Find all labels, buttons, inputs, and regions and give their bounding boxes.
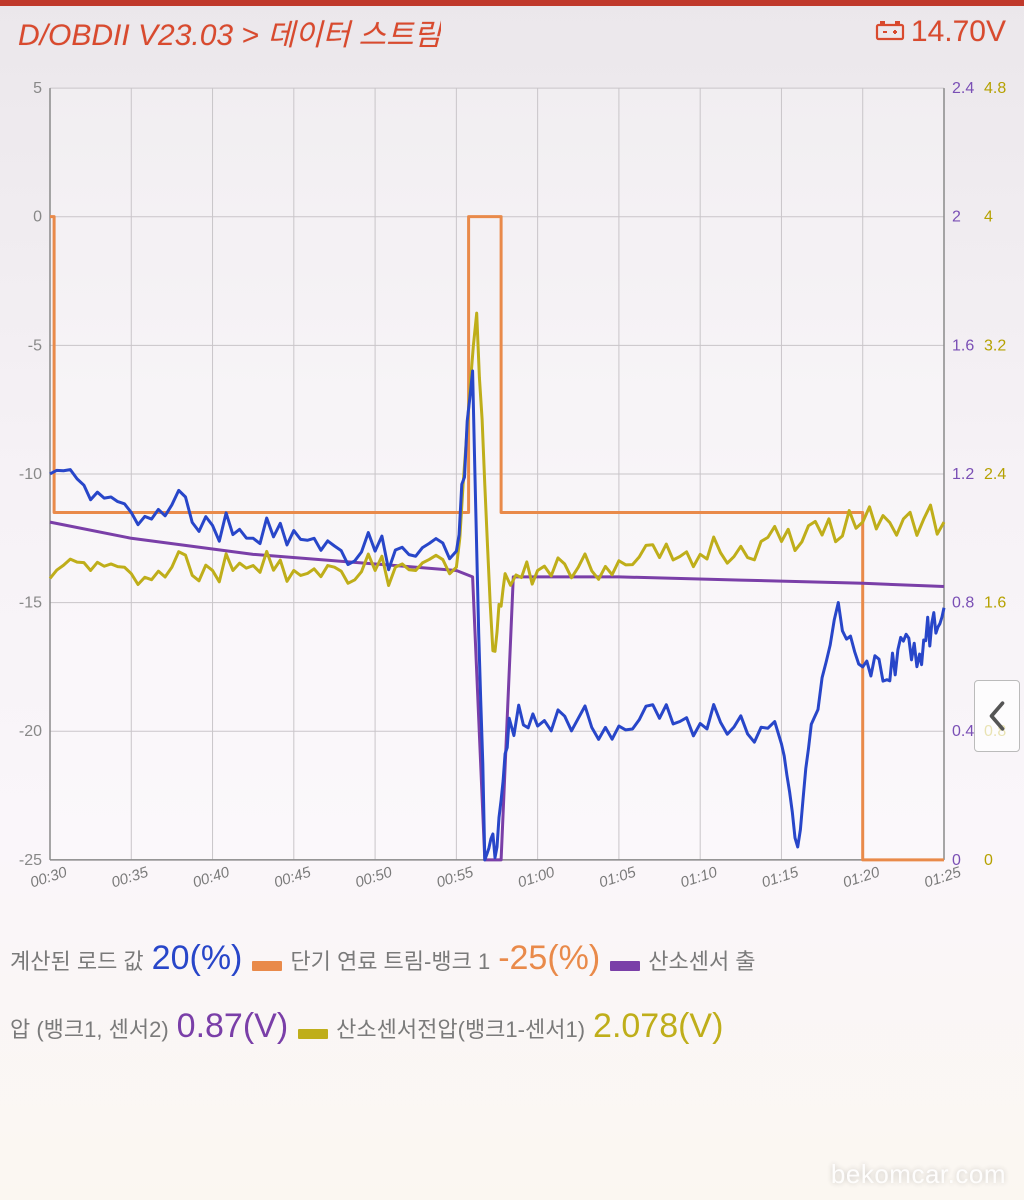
- svg-text:4.8: 4.8: [984, 80, 1006, 97]
- watermark: bekomcar.com: [831, 1159, 1006, 1190]
- svg-text:5: 5: [33, 80, 42, 97]
- legend-item: 산소센서 출: [610, 940, 755, 984]
- svg-text:-10: -10: [19, 466, 42, 483]
- svg-text:4: 4: [984, 209, 993, 226]
- legend-item: 산소센서전압(뱅크1-센서1) 2.078(V): [298, 992, 723, 1060]
- header-bar: D/OBDII V23.03 > 데이터 스트림 14.70V: [0, 8, 1024, 56]
- svg-text:00:35: 00:35: [109, 863, 151, 891]
- battery-indicator: 14.70V: [875, 15, 1006, 49]
- legend-item: 압 (뱅크1, 센서2) 0.87(V): [10, 992, 288, 1060]
- back-button[interactable]: [974, 680, 1020, 752]
- legend-row-2: 압 (뱅크1, 센서2) 0.87(V)산소센서전압(뱅크1-센서1) 2.07…: [10, 992, 1014, 1060]
- legend-swatch: [610, 961, 640, 971]
- top-border: [0, 0, 1024, 6]
- svg-text:00:40: 00:40: [191, 863, 233, 891]
- legend-label: 단기 연료 트림-뱅크 1: [290, 940, 490, 984]
- svg-text:01:00: 01:00: [516, 863, 558, 891]
- legend-row-1: 계산된 로드 값 20(%)단기 연료 트림-뱅크 1 -25(%)산소센서 출: [10, 924, 1014, 992]
- svg-text:01:20: 01:20: [841, 863, 883, 891]
- battery-voltage: 14.70V: [911, 15, 1006, 49]
- legend-label: 압 (뱅크1, 센서2): [10, 1008, 169, 1052]
- svg-text:2.4: 2.4: [952, 80, 974, 97]
- legend-value: 20(%): [152, 924, 243, 992]
- legend-value: -25(%): [498, 924, 600, 992]
- svg-text:00:45: 00:45: [272, 863, 314, 891]
- svg-text:0.4: 0.4: [952, 723, 974, 740]
- legend-item: 계산된 로드 값 20(%): [10, 924, 242, 992]
- svg-text:01:15: 01:15: [760, 863, 802, 891]
- svg-text:-5: -5: [28, 337, 42, 354]
- legend-item: 단기 연료 트림-뱅크 1 -25(%): [252, 924, 600, 992]
- battery-icon: [875, 15, 905, 49]
- svg-text:0: 0: [984, 852, 993, 869]
- svg-text:1.2: 1.2: [952, 466, 974, 483]
- svg-text:1.6: 1.6: [952, 337, 974, 354]
- svg-text:0.8: 0.8: [952, 595, 974, 612]
- svg-text:2: 2: [952, 209, 961, 226]
- svg-text:3.2: 3.2: [984, 337, 1006, 354]
- svg-text:00:55: 00:55: [435, 863, 477, 891]
- svg-text:01:25: 01:25: [922, 863, 964, 891]
- legend-label: 계산된 로드 값: [10, 940, 144, 984]
- svg-text:00:50: 00:50: [353, 863, 395, 891]
- legend-label: 산소센서 출: [648, 940, 755, 984]
- svg-text:-25: -25: [19, 852, 42, 869]
- breadcrumb: D/OBDII V23.03 > 데이터 스트림: [18, 10, 441, 54]
- data-stream-chart: 5 0 -5 -10 -15 -20 -25 2.4 2 1.6 1.2 0.8 0.4 0 4.8 4 3.2…: [0, 58, 1024, 940]
- svg-text:-20: -20: [19, 723, 42, 740]
- svg-text:-15: -15: [19, 595, 42, 612]
- legend-swatch: [252, 961, 282, 971]
- legend-label: 산소센서전압(뱅크1-센서1): [336, 1008, 585, 1052]
- svg-text:01:05: 01:05: [597, 863, 639, 891]
- chart-area: 5 0 -5 -10 -15 -20 -25 2.4 2 1.6 1.2 0.8 0.4 0 4.8 4 3.2…: [0, 58, 1024, 940]
- legend-value: 2.078(V): [593, 992, 723, 1060]
- svg-text:01:10: 01:10: [678, 863, 720, 891]
- svg-text:1.6: 1.6: [984, 595, 1006, 612]
- diagnostic-screen: D/OBDII V23.03 > 데이터 스트림 14.70V 5 0 -5 -10 -…: [0, 0, 1024, 1200]
- legend-swatch: [298, 1029, 328, 1039]
- svg-text:0: 0: [33, 209, 42, 226]
- legend-value: 0.87(V): [177, 992, 289, 1060]
- legend: 계산된 로드 값 20(%)단기 연료 트림-뱅크 1 -25(%)산소센서 출…: [0, 924, 1024, 1060]
- svg-text:2.4: 2.4: [984, 466, 1006, 483]
- chevron-left-icon: [986, 699, 1008, 733]
